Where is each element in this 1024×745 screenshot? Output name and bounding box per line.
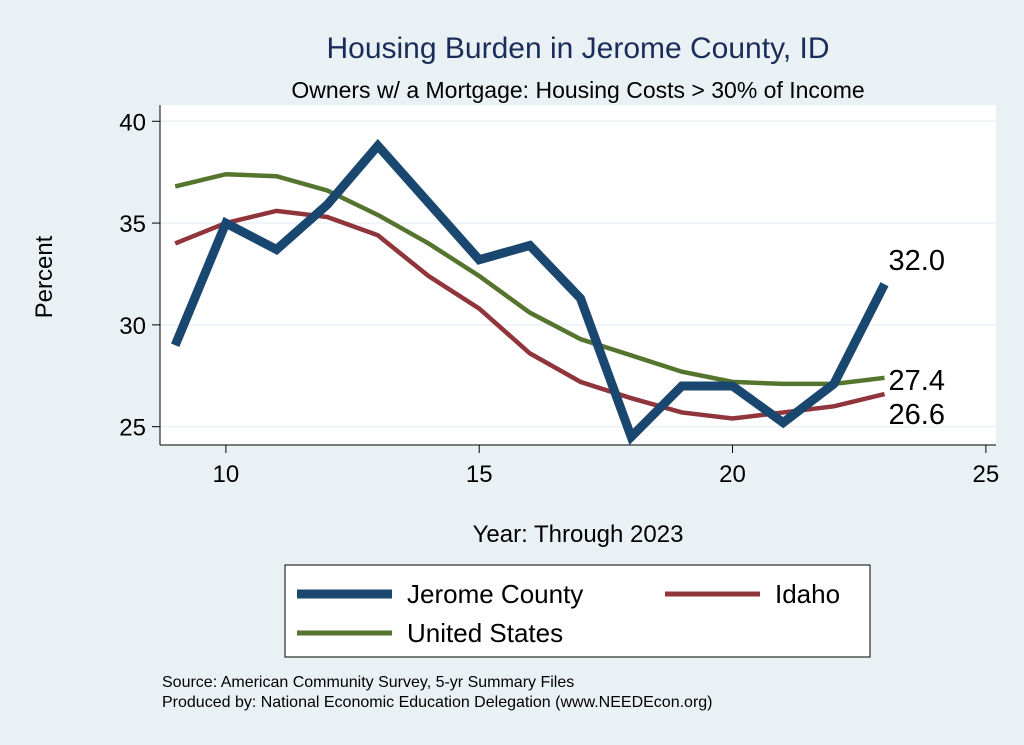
y-tick-label: 30 (119, 313, 146, 340)
y-tick-label: 35 (119, 211, 146, 238)
y-axis-label: Percent (31, 235, 58, 318)
x-tick-label: 10 (213, 461, 240, 488)
x-tick-label: 25 (973, 461, 1000, 488)
legend: Jerome County Idaho United States (284, 564, 871, 658)
plot-area (160, 105, 996, 445)
x-tick-label: 20 (719, 461, 746, 488)
x-tick-label: 15 (466, 461, 493, 488)
source-note: Source: American Community Survey, 5-yr … (162, 674, 574, 691)
chart-title: Housing Burden in Jerome County, ID (326, 32, 829, 65)
chart-subtitle: Owners w/ a Mortgage: Housing Costs > 30… (291, 77, 864, 103)
y-tick-label: 40 (119, 109, 146, 136)
producer-note: Produced by: National Economic Education… (162, 694, 713, 711)
series-idaho-end-label: 26.6 (889, 399, 945, 431)
y-tick-label: 25 (119, 415, 146, 442)
series-jerome-county-end-label: 32.0 (889, 245, 945, 277)
legend-label-us: United States (407, 618, 563, 648)
legend-label-idaho: Idaho (775, 579, 840, 609)
x-axis-label: Year: Through 2023 (473, 521, 684, 548)
legend-label-jerome: Jerome County (407, 579, 583, 609)
series-united-states-end-label: 27.4 (889, 365, 945, 397)
